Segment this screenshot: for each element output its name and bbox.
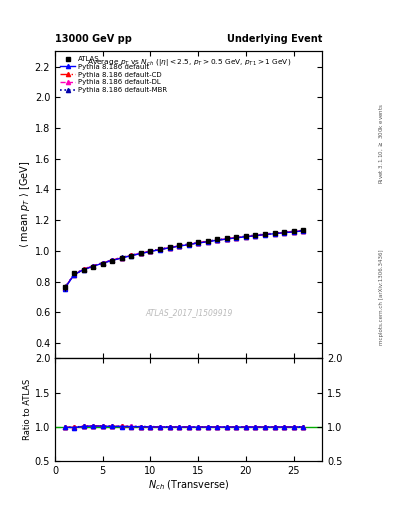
Y-axis label: Ratio to ATLAS: Ratio to ATLAS (23, 379, 32, 440)
Text: Average $p_T$ vs $N_{ch}$ ($|\eta| < 2.5$, $p_T > 0.5$ GeV, $p_{T1} > 1$ GeV): Average $p_T$ vs $N_{ch}$ ($|\eta| < 2.5… (86, 57, 291, 68)
Text: Underlying Event: Underlying Event (227, 33, 322, 44)
Text: 13000 GeV pp: 13000 GeV pp (55, 33, 132, 44)
Text: Rivet 3.1.10, $\geq$ 300k events: Rivet 3.1.10, $\geq$ 300k events (377, 103, 385, 184)
Legend: ATLAS, Pythia 8.186 default, Pythia 8.186 default-CD, Pythia 8.186 default-DL, P: ATLAS, Pythia 8.186 default, Pythia 8.18… (59, 55, 169, 94)
Text: mcplots.cern.ch [arXiv:1306.3436]: mcplots.cern.ch [arXiv:1306.3436] (379, 249, 384, 345)
X-axis label: $N_{ch}$ (Transverse): $N_{ch}$ (Transverse) (148, 478, 230, 492)
Text: ATLAS_2017_I1509919: ATLAS_2017_I1509919 (145, 308, 232, 317)
Y-axis label: $\langle$ mean $p_T$ $\rangle$ [GeV]: $\langle$ mean $p_T$ $\rangle$ [GeV] (18, 161, 32, 248)
